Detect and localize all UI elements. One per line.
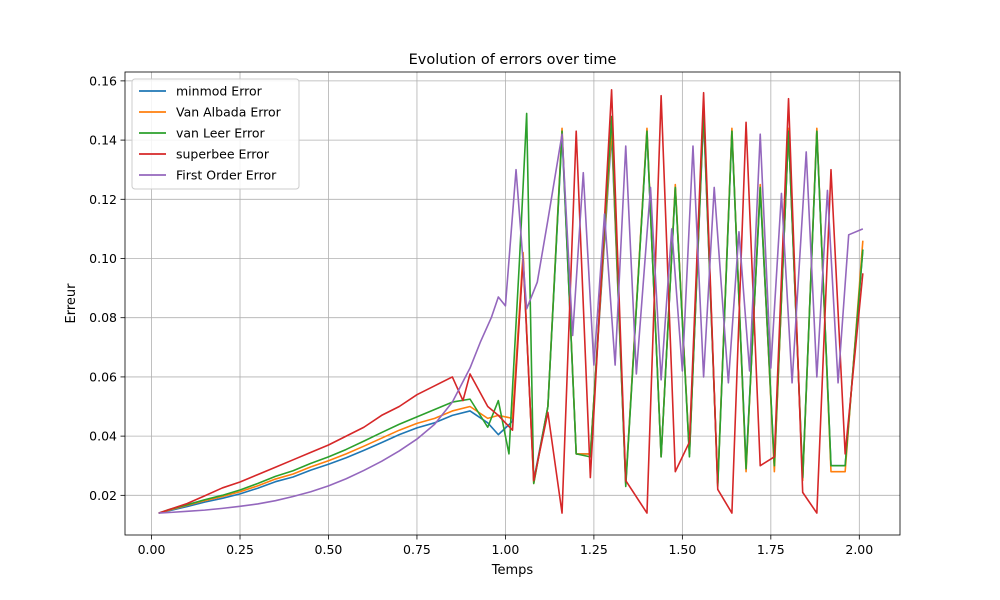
y-tick-label: 0.10 xyxy=(89,251,117,266)
legend-label-minmod-error: minmod Error xyxy=(176,84,263,99)
series-line-first-order-error xyxy=(158,133,864,514)
y-tick-label: 0.02 xyxy=(89,488,117,503)
x-tick-label: 1.25 xyxy=(580,542,608,557)
x-tick-label: 0.25 xyxy=(226,542,254,557)
x-tick-label: 2.00 xyxy=(845,542,873,557)
legend: minmod Error Van Albada Error van Leer Err… xyxy=(131,78,300,190)
x-tick-label: 1.50 xyxy=(668,542,696,557)
series-line-van-leer-error xyxy=(158,109,864,514)
series-layer xyxy=(158,88,864,514)
legend-box xyxy=(131,78,300,190)
y-tick-label: 0.12 xyxy=(89,192,117,207)
chart-title: Evolution of errors over time xyxy=(409,52,617,68)
y-tick-label: 0.14 xyxy=(89,133,117,148)
legend-label-superbee-error: superbee Error xyxy=(176,147,270,162)
x-tick-label: 0.00 xyxy=(138,542,166,557)
x-axis-label: Temps xyxy=(491,563,534,578)
y-tick-label: 0.08 xyxy=(89,310,117,325)
y-tick-label: 0.06 xyxy=(89,369,117,384)
y-tick-label: 0.04 xyxy=(89,429,117,444)
legend-label-van-albada-error: Van Albada Error xyxy=(176,105,282,120)
x-tick-label: 1.00 xyxy=(492,542,520,557)
legend-label-first-order-error: First Order Error xyxy=(176,168,277,183)
legend-label-van-leer-error: van Leer Error xyxy=(176,126,266,141)
x-tick-label: 1.75 xyxy=(757,542,785,557)
x-tick-label: 0.75 xyxy=(403,542,431,557)
plot-frame xyxy=(124,71,901,536)
y-axis-label: Erreur xyxy=(64,283,79,324)
y-tick-label: 0.16 xyxy=(89,73,117,88)
ticks: 0.00 0.25 0.50 0.75 1.00 1.25 1.50 1.75 2.00 0.02… xyxy=(89,73,873,557)
x-tick-label: 0.50 xyxy=(315,542,343,557)
